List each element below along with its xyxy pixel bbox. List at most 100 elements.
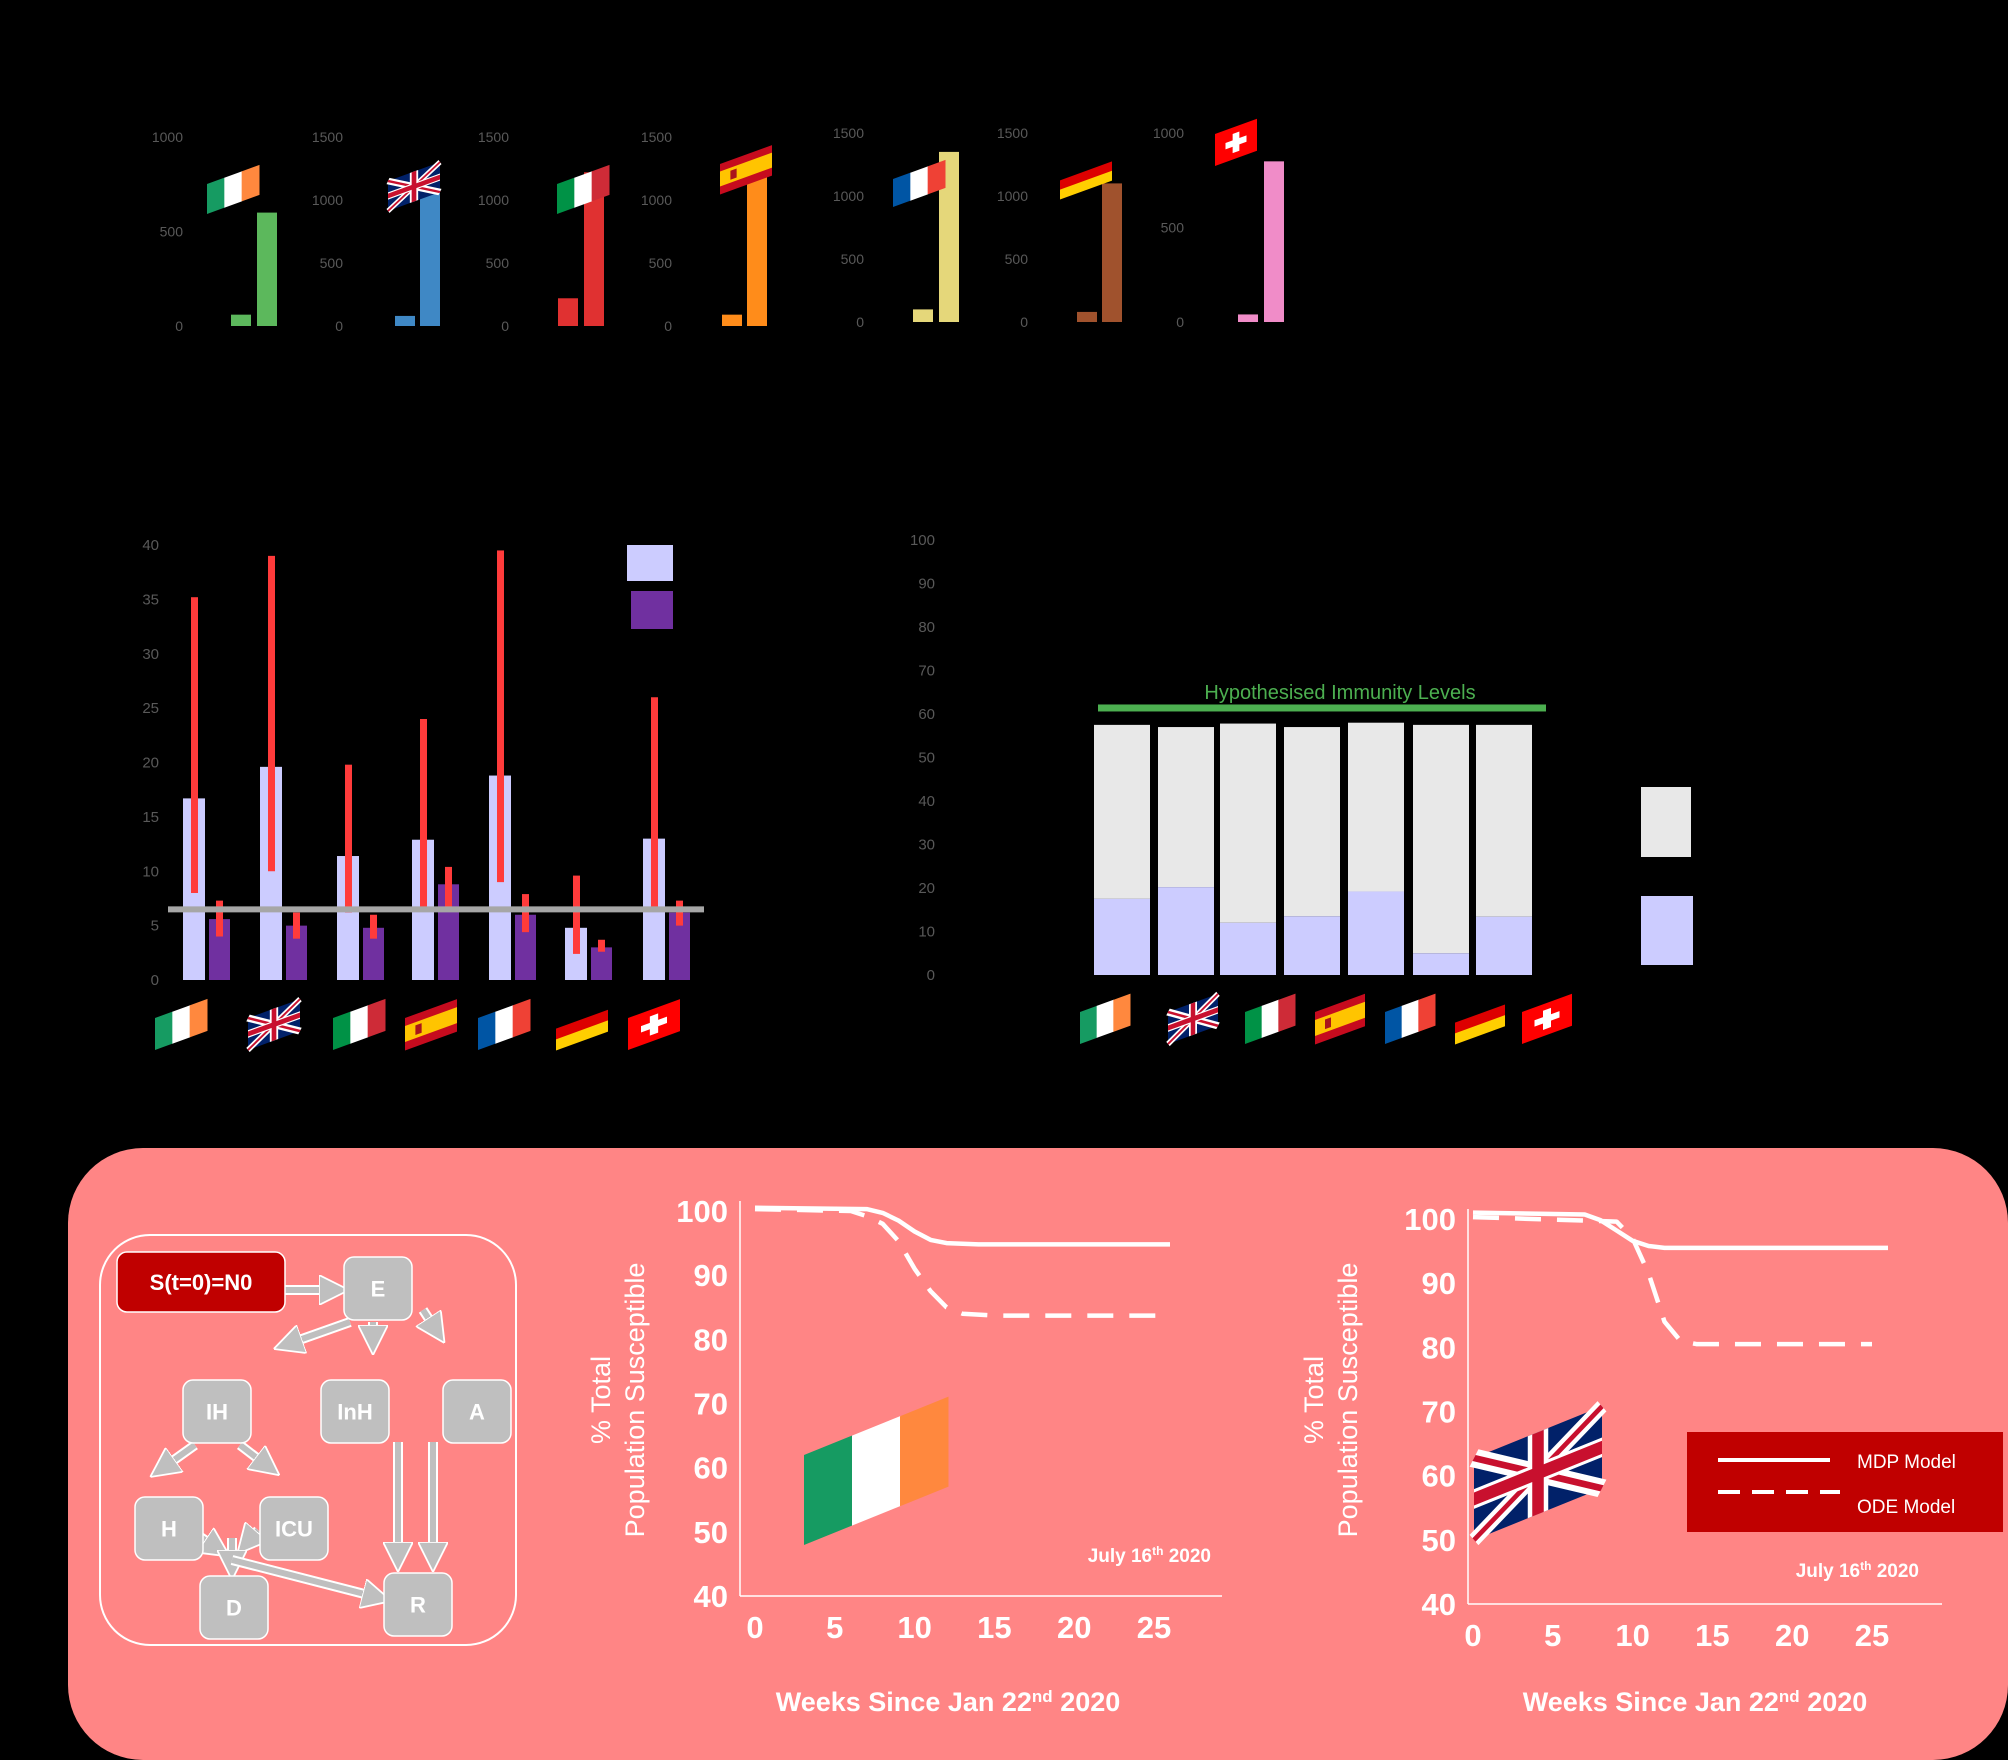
y-tick-label: 20 <box>918 880 935 897</box>
flag-stripe <box>241 164 260 202</box>
y-tick-label: 500 <box>320 255 344 271</box>
node-box <box>442 1379 512 1444</box>
y-tick-label: 0 <box>1176 314 1184 330</box>
y-tick-label: 40 <box>1422 1587 1456 1622</box>
x-tick-label: 20 <box>1057 1610 1091 1645</box>
node-ICU: ICU <box>259 1496 329 1561</box>
dark-error-bar <box>522 894 529 933</box>
x-tick-label: 25 <box>1137 1610 1171 1645</box>
y-axis-label: % Total Population Susceptible <box>586 1263 650 1538</box>
y-tick-label: 50 <box>918 750 935 767</box>
flag-stripe <box>1060 152 1112 181</box>
uk-flag-icon <box>386 160 442 214</box>
node-box <box>383 1572 453 1637</box>
node-label: E <box>371 1277 386 1302</box>
node-box <box>199 1575 269 1640</box>
y-axis-label-line1: % Total <box>1299 1356 1329 1444</box>
light-bar <box>337 856 359 980</box>
uk-susceptible-chart: 40 50 60 70 80 90 100 0 5 10 15 20 25 July 16th 2020 W… <box>1299 1202 1942 1717</box>
y-tick-label: 1000 <box>997 188 1028 204</box>
y-tick-label: 1500 <box>997 125 1028 141</box>
bar-group-1 <box>246 555 307 1053</box>
y-tick-label: 0 <box>664 318 672 334</box>
remaining-segment <box>1413 724 1469 954</box>
y-tick-label: 0 <box>151 972 159 989</box>
small-multiple-2: 0 500 1000 1500 <box>478 129 610 334</box>
y-tick-label: 100 <box>910 532 935 549</box>
immune-segment <box>1220 922 1276 975</box>
y-tick-label: 0 <box>335 318 343 334</box>
x-axis-label: Weeks Since Jan 22nd 2020 <box>1523 1687 1868 1718</box>
y-tick-label: 100 <box>676 1194 728 1229</box>
dark-bar <box>591 947 612 980</box>
y-tick-label: 30 <box>142 646 159 663</box>
flag-stripe <box>1455 993 1505 1024</box>
y-tick-label: 40 <box>918 793 935 810</box>
y-tick-label: 5 <box>151 918 159 935</box>
node-A: A <box>442 1379 512 1444</box>
flag-stripe <box>557 177 575 214</box>
flag-stripe <box>207 177 225 214</box>
dark-bar <box>209 919 230 980</box>
flag-stripe <box>556 1020 608 1051</box>
y-tick-label: 35 <box>142 591 159 608</box>
switzerland-flag-icon <box>628 999 680 1050</box>
ireland-flag-icon <box>1080 993 1131 1044</box>
line-legend: MDP Model ODE Model <box>1687 1432 2003 1532</box>
node-box <box>259 1496 329 1561</box>
remaining-segment <box>1158 727 1214 888</box>
france-flag-icon <box>1385 993 1436 1044</box>
node-label: InH <box>337 1400 372 1425</box>
y-tick-label: 500 <box>841 251 865 267</box>
flag-stripe <box>155 1011 173 1050</box>
y-tick-label: 25 <box>142 700 159 717</box>
y-tick-label: 70 <box>918 663 935 680</box>
arrow <box>285 1319 352 1345</box>
flag-stripe <box>405 999 457 1027</box>
light-error-bar <box>268 555 275 872</box>
flag-cross-red <box>388 174 440 199</box>
stacked-bar-6 <box>1476 724 1572 1044</box>
x-tick-label: 0 <box>1464 1618 1481 1653</box>
flag-stripe <box>1315 993 1365 1021</box>
legend-mdp-label: MDP Model <box>1857 1452 1956 1473</box>
y-axis-label: % Total Population Susceptible <box>1299 1263 1363 1538</box>
small-multiple-6: 0 500 1000 <box>1153 118 1284 330</box>
node-box <box>320 1379 390 1444</box>
ireland-flag-icon <box>207 164 260 214</box>
flag-stripe <box>720 145 772 172</box>
immune-segment <box>1413 953 1469 975</box>
remaining-segment <box>1094 724 1150 899</box>
flag-stripe <box>927 159 946 195</box>
node-box <box>116 1251 286 1313</box>
x-tick-label: 5 <box>826 1610 843 1645</box>
flag-stripe <box>804 1435 853 1545</box>
light-bar <box>260 766 282 980</box>
italy-flag-icon <box>333 998 386 1050</box>
small-multiple-3: 0 500 1000 1500 <box>641 129 772 334</box>
stacked-bar-1 <box>1158 727 1220 1047</box>
small-multiple-5: 0 500 1000 1500 <box>997 125 1137 330</box>
node-R: R <box>383 1572 453 1637</box>
bar <box>722 314 742 326</box>
flag-emblem <box>1325 1017 1331 1030</box>
immunity-level-line <box>1098 704 1546 712</box>
flag-cross-red <box>248 1012 300 1037</box>
bar <box>584 172 604 326</box>
bar <box>1102 183 1122 322</box>
date-note: July 16th 2020 <box>1796 1559 1919 1582</box>
arrow <box>245 1530 258 1545</box>
immune-segment <box>1348 891 1404 975</box>
bar-group-2 <box>333 764 386 1050</box>
flag-cross <box>1534 1011 1560 1027</box>
light-error-bar <box>191 597 198 893</box>
light-bar <box>565 927 587 980</box>
legend-ode-label: ODE Model <box>1857 1497 1955 1518</box>
node-box <box>134 1496 204 1561</box>
arrow <box>160 1442 197 1470</box>
y-tick-label: 90 <box>1422 1266 1456 1301</box>
legend-swatch-dark <box>631 591 673 629</box>
legend-swatch-immune <box>1641 896 1693 965</box>
node-box <box>182 1379 252 1444</box>
